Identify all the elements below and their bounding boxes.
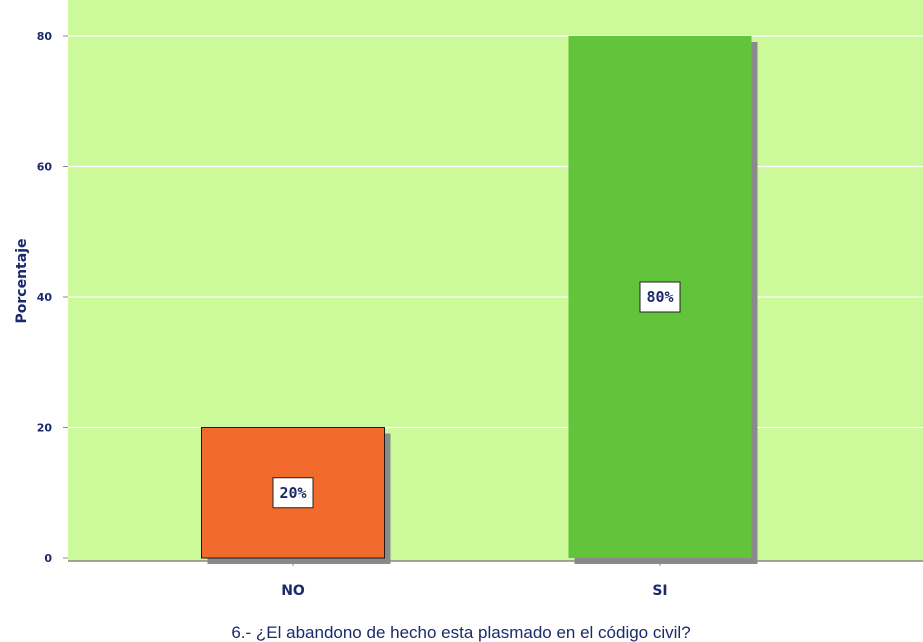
x-axis-title: 6.- ¿El abandono de hecho esta plasmado …	[231, 623, 690, 642]
y-tick-label: 20	[37, 422, 53, 435]
y-axis-ticks: 0 20 40 60 80	[37, 30, 68, 565]
data-label: 20%	[279, 484, 306, 502]
y-axis-title: Porcentaje	[14, 239, 30, 324]
data-label: 80%	[646, 288, 673, 306]
x-category-label: SI	[652, 583, 667, 599]
plot-area	[68, 0, 923, 561]
y-tick-label: 0	[44, 552, 52, 565]
data-labels: 20% 80%	[272, 281, 681, 509]
y-tick-label: 40	[37, 291, 53, 304]
data-label-box	[639, 281, 681, 313]
y-tick-label: 60	[37, 161, 53, 174]
x-axis-categories: NO SI	[281, 561, 668, 599]
y-tick-label: 80	[37, 30, 53, 43]
gridlines	[68, 35, 923, 429]
x-category-label: NO	[281, 583, 305, 599]
data-label-box	[272, 477, 314, 509]
